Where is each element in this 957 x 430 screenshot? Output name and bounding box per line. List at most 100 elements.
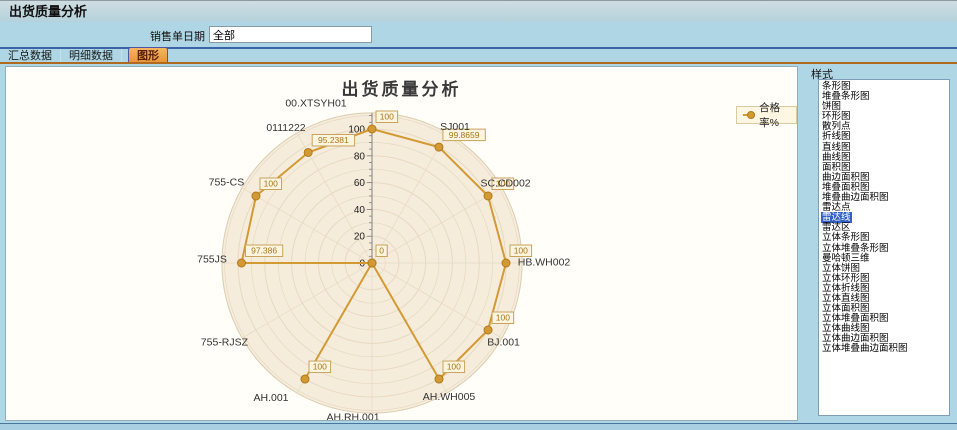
svg-text:100: 100: [496, 313, 510, 323]
svg-text:100: 100: [447, 362, 461, 372]
style-list-item[interactable]: 立体折线图: [822, 282, 870, 294]
radar-category-label: AH.001: [253, 392, 288, 404]
radar-category-label: SJ001: [440, 121, 470, 133]
radar-points: [237, 124, 511, 384]
radar-value-label: [491, 311, 515, 324]
main-content: 02040608010010099.8659100100100100010009…: [0, 64, 957, 423]
radar-category-label: 0111222: [266, 122, 305, 134]
radar-category-label: 755JS: [197, 254, 227, 266]
style-list-item[interactable]: 堆叠条形图: [822, 91, 870, 103]
svg-text:0: 0: [379, 246, 384, 256]
radar-point: [434, 374, 444, 384]
svg-text:100: 100: [264, 179, 278, 189]
radar-point: [300, 374, 310, 384]
radar-category-labels: 00.XTSYH01 SJ001 SC.CD002 HB.WH002 BJ.001 AH.…: [197, 98, 570, 421]
chart-legend: 合格率%: [736, 102, 797, 129]
radar-value-label: [308, 360, 332, 374]
style-list-item[interactable]: 立体条形图: [822, 232, 870, 244]
tab-summary-data[interactable]: 汇总数据: [0, 49, 61, 62]
page-title: 出货质量分析: [0, 0, 957, 22]
style-list-item[interactable]: 雷达区: [822, 222, 851, 234]
radar-value-label: [375, 244, 388, 257]
style-list-item[interactable]: 立体饼图: [822, 262, 861, 274]
legend-series-label: 合格率%: [759, 102, 781, 129]
style-list-item[interactable]: 环形图: [822, 111, 851, 123]
legend-dot-icon: [747, 111, 755, 119]
radar-category-label: 00.XTSYH01: [285, 98, 346, 110]
radar-point: [251, 191, 261, 201]
style-list-item[interactable]: 立体曲边面积图: [822, 333, 889, 345]
radar-category-label: 755-CS: [209, 177, 245, 189]
radar-point: [303, 147, 313, 157]
style-panel: 样式 条形图 堆叠条形图 饼图 环形图 散列点 折线图 直线图 曲线图 面积图 曲边面积图 堆叠面积…: [804, 66, 952, 421]
sales-date-label: 销售单日期: [150, 31, 205, 43]
style-list-item[interactable]: 立体直线图: [822, 292, 870, 304]
style-list-item[interactable]: 堆叠面积图: [822, 181, 870, 193]
style-list-item[interactable]: 面积图: [822, 161, 851, 173]
radar-point: [483, 325, 493, 335]
radar-point: [237, 258, 247, 268]
style-list-item[interactable]: 雷达线: [821, 212, 852, 224]
chart-panel: 02040608010010099.8659100100100100010009…: [5, 66, 798, 421]
style-list-item[interactable]: 曲线图: [822, 151, 851, 163]
radar-category-label: SC.CD002: [480, 178, 530, 190]
style-list-item[interactable]: 直线图: [822, 141, 851, 153]
filter-bar: 销售单日期: [0, 22, 957, 47]
radar-point: [434, 142, 444, 152]
radar-point: [367, 124, 377, 134]
radar-point: [367, 258, 377, 268]
style-list-item[interactable]: 折线图: [822, 131, 851, 143]
radar-category-label: HB.WH002: [518, 257, 571, 269]
style-list-item[interactable]: 堆叠曲边面积图: [822, 192, 889, 204]
style-list-item[interactable]: 立体曲线图: [822, 323, 870, 335]
sales-date-input[interactable]: [209, 26, 372, 43]
tab-detail-data[interactable]: 明细数据: [61, 49, 122, 62]
svg-text:80: 80: [354, 151, 366, 162]
bottom-strip: [0, 423, 957, 430]
svg-text:60: 60: [354, 178, 366, 189]
style-list-item[interactable]: 立体环形图: [822, 272, 870, 284]
svg-text:100: 100: [514, 246, 528, 256]
style-list-item[interactable]: 曼哈顿三维: [822, 252, 870, 264]
style-list-item[interactable]: 立体堆叠面积图: [822, 313, 889, 325]
radar-chart: 02040608010010099.8659100100100100010009…: [197, 98, 570, 421]
radar-category-label: AH.WH005: [423, 391, 476, 403]
radar-value-label: [509, 244, 533, 257]
style-panel-label: 样式: [811, 69, 833, 81]
style-list-item[interactable]: 饼图: [822, 101, 842, 113]
svg-text:20: 20: [354, 232, 366, 243]
radar-category-label: BJ.001: [487, 337, 520, 349]
svg-text:99.8659: 99.8659: [449, 130, 480, 140]
style-list-item[interactable]: 曲边面积图: [822, 171, 870, 183]
radar-value-labels: 10099.86591001001001000100097.38610095.2…: [245, 110, 533, 374]
style-list-item[interactable]: 散列点: [822, 121, 851, 133]
radar-value-label: [259, 177, 283, 190]
style-list-item[interactable]: 立体堆叠条形图: [822, 242, 889, 254]
style-list-item[interactable]: 立体面积图: [822, 303, 870, 315]
svg-text:40: 40: [354, 205, 366, 216]
chart-style-listbox[interactable]: 条形图 堆叠条形图 饼图 环形图 散列点 折线图 直线图 曲线图 面积图 曲边面积图 堆叠面积图 堆叠…: [818, 79, 950, 416]
svg-text:100: 100: [348, 125, 365, 136]
radar-value-label: [442, 128, 486, 142]
radar-category-label: 755-RJSZ: [201, 337, 249, 349]
svg-text:97.386: 97.386: [251, 246, 277, 256]
style-list-item[interactable]: 条形图: [822, 81, 851, 92]
radar-point: [483, 191, 493, 201]
style-list-item[interactable]: 立体堆叠曲边面积图: [822, 343, 908, 355]
radar-category-label: AH.RH.001: [326, 412, 379, 421]
svg-text:100: 100: [380, 112, 394, 122]
legend-line-marker-icon: [743, 111, 756, 119]
svg-text:100: 100: [313, 362, 327, 372]
style-list-item[interactable]: 雷达点: [822, 202, 851, 214]
tab-graphics[interactable]: 图形: [128, 47, 168, 62]
radar-value-label: [375, 110, 399, 123]
svg-text:100: 100: [496, 179, 510, 189]
radar-value-label: [245, 244, 284, 257]
radar-value-label: [491, 177, 515, 190]
svg-text:95.2381: 95.2381: [318, 135, 349, 145]
chart-title: 出货质量分析: [341, 80, 462, 99]
radar-value-label: [311, 133, 356, 147]
radar-value-label: [442, 360, 466, 374]
